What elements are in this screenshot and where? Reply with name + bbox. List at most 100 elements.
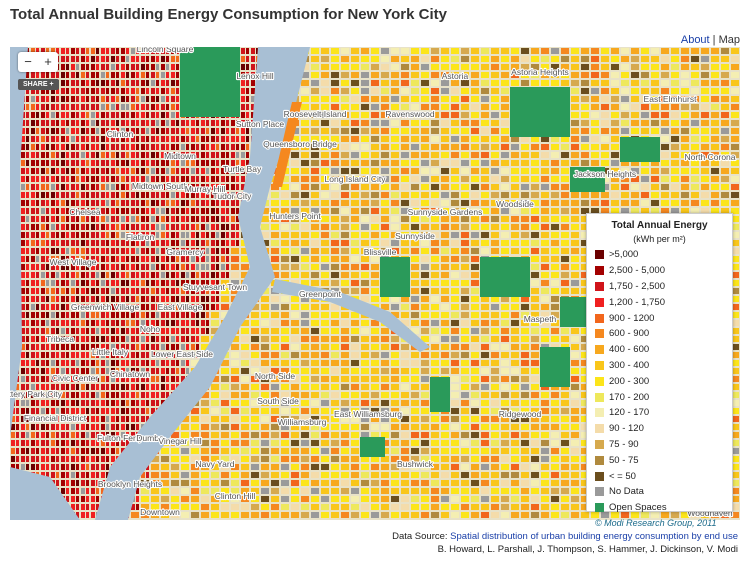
building-block	[731, 128, 739, 134]
building-block	[531, 168, 539, 174]
building-block	[116, 184, 119, 190]
building-block	[581, 80, 589, 86]
building-block	[731, 56, 739, 62]
building-block	[41, 432, 45, 438]
building-block	[151, 208, 155, 214]
building-block	[201, 424, 209, 430]
building-block	[331, 152, 339, 158]
building-block	[236, 144, 239, 150]
building-block	[351, 216, 359, 222]
building-block	[51, 312, 55, 318]
building-block	[206, 312, 209, 318]
building-block	[521, 80, 529, 86]
about-link[interactable]: About	[680, 34, 710, 46]
building-block	[241, 144, 245, 150]
building-block	[471, 392, 479, 398]
building-block	[621, 80, 629, 86]
building-block	[461, 312, 469, 318]
building-block	[421, 120, 429, 126]
building-block	[211, 272, 215, 278]
building-block	[56, 432, 59, 438]
building-block	[551, 176, 559, 182]
building-block	[471, 192, 479, 198]
building-block	[531, 72, 539, 78]
building-block	[26, 184, 29, 190]
building-block	[251, 72, 255, 78]
building-block	[126, 184, 129, 190]
building-block	[411, 456, 419, 462]
building-block	[106, 232, 109, 238]
building-block	[511, 224, 519, 230]
building-block	[361, 240, 369, 246]
building-block	[161, 360, 165, 366]
building-block	[561, 448, 569, 454]
building-block	[671, 96, 679, 102]
building-block	[701, 136, 709, 142]
building-block	[131, 168, 135, 174]
building-block	[156, 256, 159, 262]
building-block	[136, 320, 139, 326]
building-block	[76, 184, 79, 190]
building-block	[731, 384, 739, 390]
building-block	[271, 448, 279, 454]
building-block	[211, 416, 219, 422]
building-block	[196, 256, 199, 262]
building-block	[421, 408, 429, 414]
building-block	[171, 224, 175, 230]
building-block	[511, 432, 519, 438]
building-block	[401, 392, 409, 398]
building-block	[151, 192, 155, 198]
building-block	[481, 144, 489, 150]
building-block	[61, 464, 65, 470]
building-block	[121, 120, 125, 126]
building-block	[551, 440, 559, 446]
building-block	[31, 456, 35, 462]
building-block	[361, 392, 369, 398]
building-block	[731, 416, 739, 422]
building-block	[81, 384, 85, 390]
building-block	[121, 288, 125, 294]
building-block	[66, 112, 69, 118]
building-block	[271, 208, 279, 214]
building-block	[81, 88, 85, 94]
building-block	[641, 120, 649, 126]
building-block	[96, 424, 99, 430]
building-block	[361, 400, 369, 406]
building-block	[121, 384, 125, 390]
building-block	[451, 216, 459, 222]
building-block	[196, 296, 199, 302]
building-block	[156, 112, 159, 118]
building-block	[421, 184, 429, 190]
building-block	[36, 240, 39, 246]
building-block	[631, 128, 639, 134]
building-block	[441, 424, 449, 430]
building-block	[571, 64, 579, 70]
building-block	[186, 288, 189, 294]
building-block	[591, 96, 599, 102]
building-block	[281, 320, 289, 326]
building-block	[66, 232, 69, 238]
building-block	[181, 448, 189, 454]
building-block	[391, 128, 399, 134]
building-block	[601, 56, 609, 62]
building-block	[411, 248, 419, 254]
building-block	[106, 424, 109, 430]
building-block	[471, 88, 479, 94]
building-block	[661, 208, 669, 214]
building-block	[291, 400, 299, 406]
building-block	[106, 464, 109, 470]
building-block	[21, 312, 25, 318]
building-block	[441, 56, 449, 62]
building-block	[141, 392, 145, 398]
building-block	[131, 232, 135, 238]
building-block	[691, 208, 699, 214]
building-block	[21, 304, 25, 310]
building-block	[651, 112, 659, 118]
building-block	[131, 248, 135, 254]
building-block	[41, 208, 45, 214]
building-block	[111, 400, 115, 406]
building-block	[91, 456, 95, 462]
building-block	[101, 112, 105, 118]
building-block	[621, 160, 629, 166]
